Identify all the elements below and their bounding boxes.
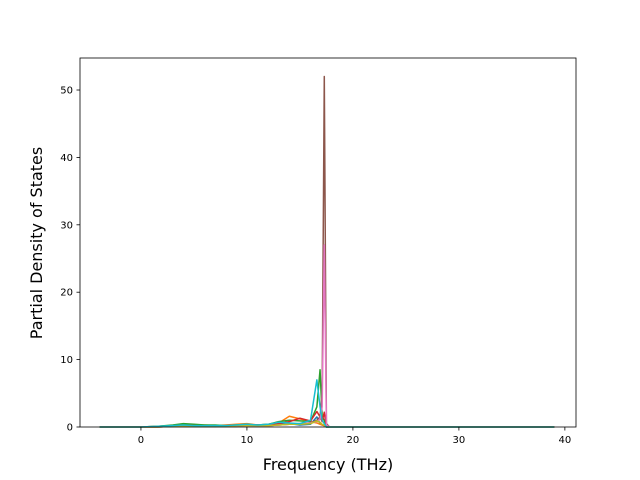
x-tick-label: 10 (241, 435, 254, 446)
x-tick-label: 30 (453, 435, 466, 446)
x-tick-label: 40 (559, 435, 572, 446)
series-line (99, 75, 555, 428)
y-tick-label: 20 (60, 288, 73, 299)
x-tick-label: 20 (347, 435, 360, 446)
series-line (99, 379, 555, 428)
y-tick-label: 0 (67, 423, 73, 434)
plot-frame (79, 57, 577, 428)
y-tick-label: 40 (60, 153, 73, 164)
x-axis-label: Frequency (THz) (263, 455, 393, 474)
y-tick-label: 30 (60, 220, 73, 231)
x-tick-label: 0 (138, 435, 144, 446)
y-tick-label: 50 (60, 86, 73, 97)
y-axis-label: Partial Density of States (27, 147, 46, 339)
y-tick-label: 10 (60, 355, 73, 366)
